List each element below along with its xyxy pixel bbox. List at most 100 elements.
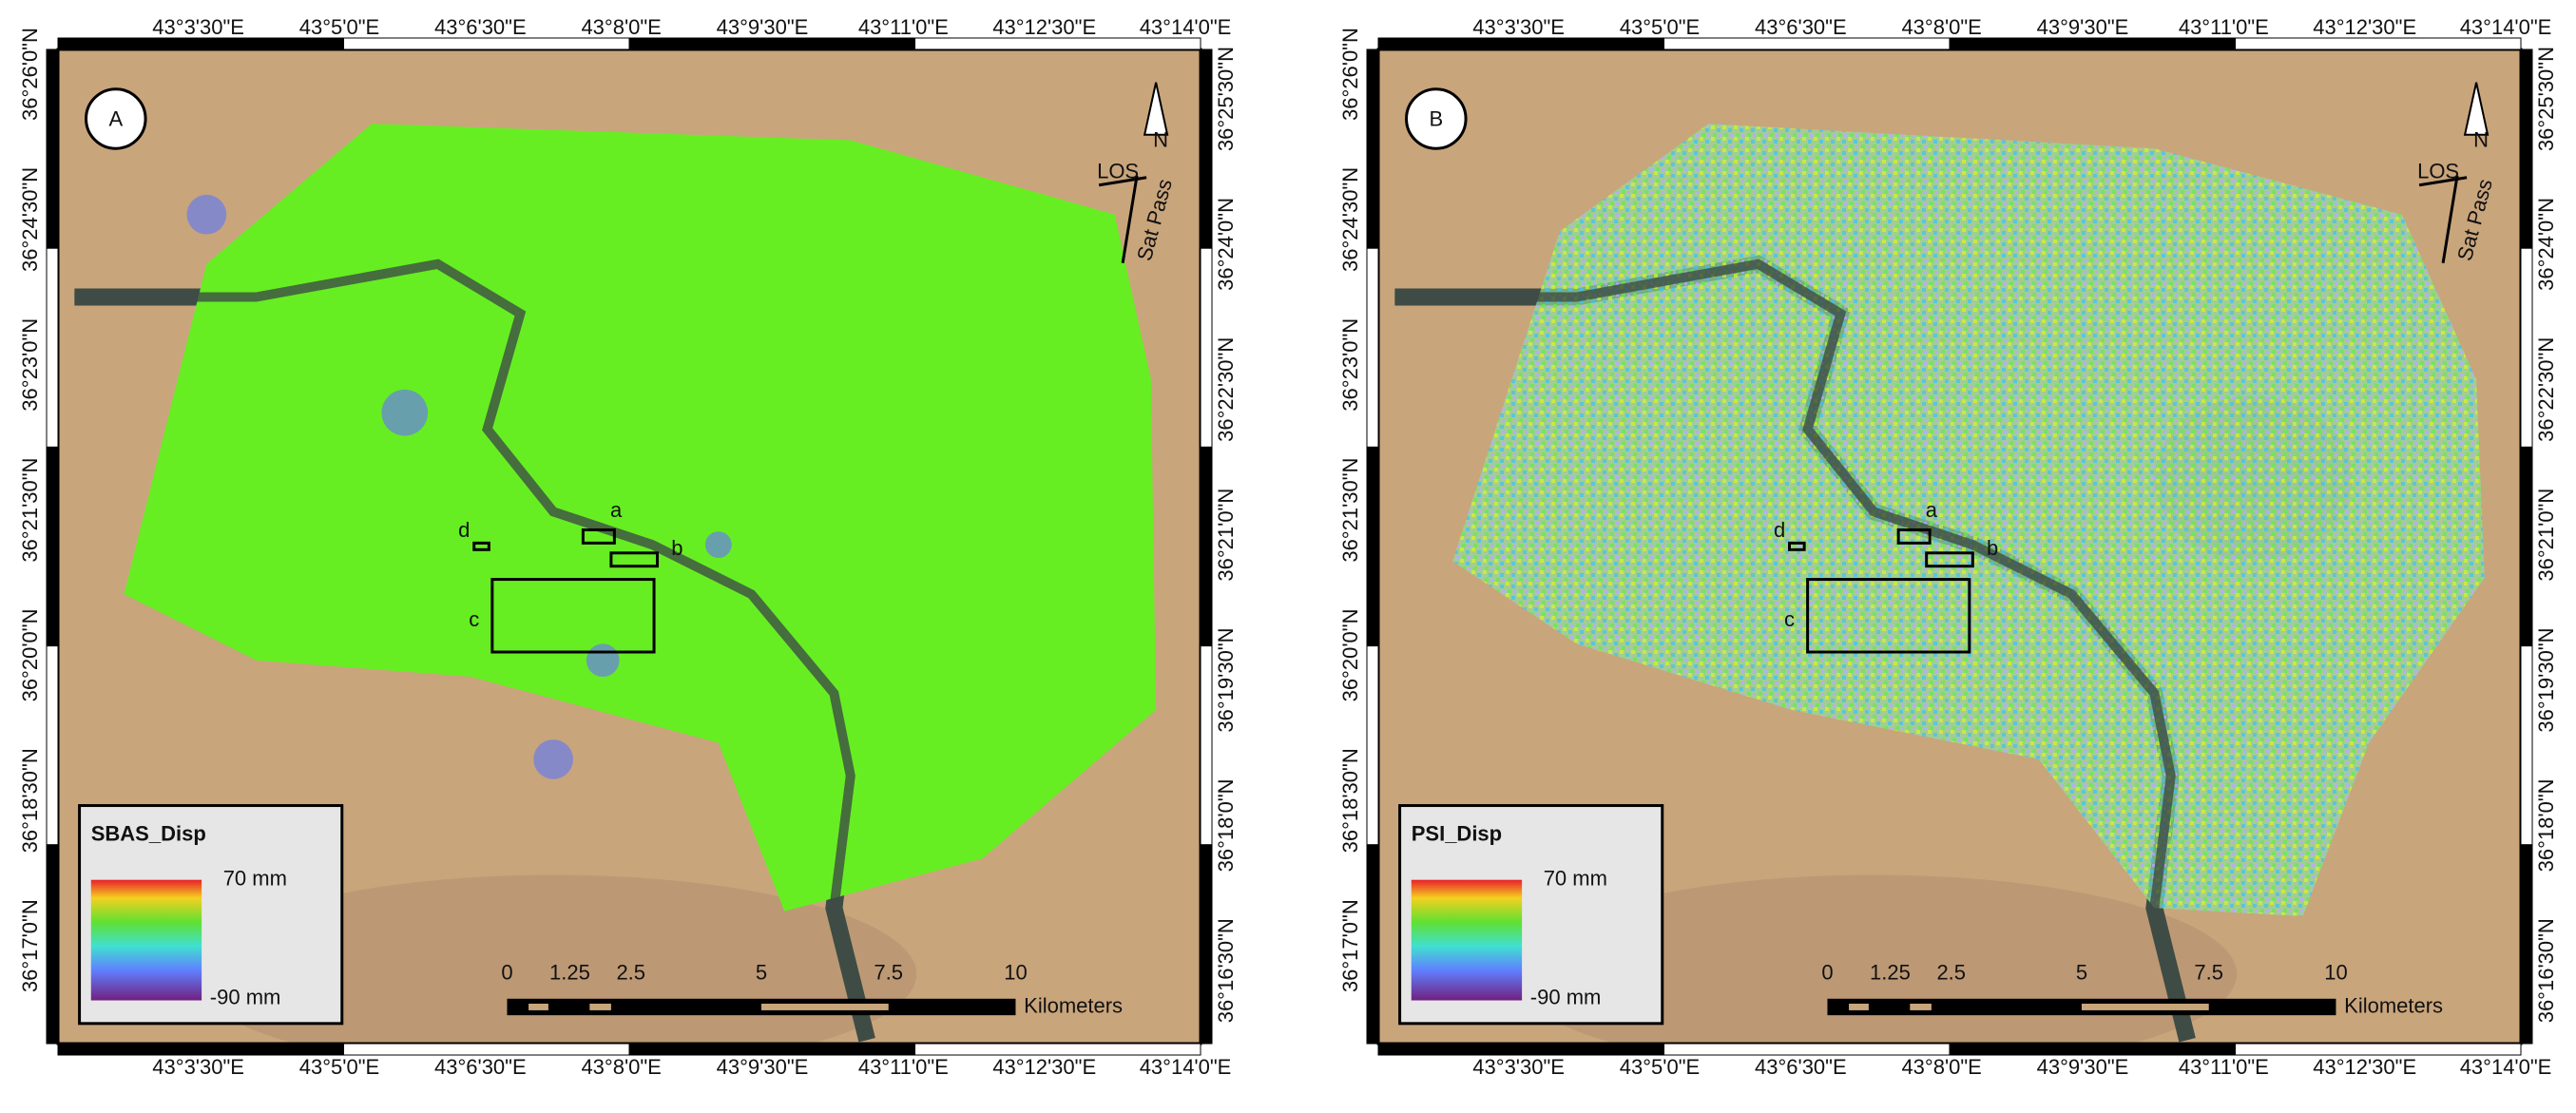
lon-label: 43°5'0"E xyxy=(299,1055,379,1079)
lon-label: 43°12'30"E xyxy=(2313,15,2416,39)
box-label: a xyxy=(1926,498,1938,522)
scale-label: 10 xyxy=(2324,961,2347,985)
study-box xyxy=(609,551,660,568)
los-arrow xyxy=(1098,176,1147,187)
lat-label: 36°21'30"N xyxy=(18,458,42,563)
lon-label: 43°11'0"E xyxy=(2179,15,2269,39)
disp-anomaly xyxy=(586,643,620,678)
lat-label: 36°21'0"N xyxy=(2534,489,2558,582)
lat-label: 36°23'0"N xyxy=(18,318,42,412)
lat-label: 36°19'30"N xyxy=(2534,627,2558,732)
disp-anomaly xyxy=(704,531,732,558)
frame-segment xyxy=(914,1043,1201,1056)
lon-label: 43°11'0"E xyxy=(858,1055,949,1079)
lon-label: 43°6'30"E xyxy=(1755,1055,1847,1079)
legend-title: SBAS_Disp xyxy=(91,822,206,846)
lat-label: 36°22'30"N xyxy=(1214,337,1238,442)
legend-min: -90 mm xyxy=(210,986,281,1009)
scale-bar-segment xyxy=(1849,1003,1869,1010)
frame-segment xyxy=(57,1043,344,1056)
scale-bar-segment xyxy=(589,1003,611,1010)
scale-label: 10 xyxy=(1004,961,1027,985)
displacement-coverage xyxy=(1452,124,2485,916)
lat-label: 36°18'0"N xyxy=(1214,778,1238,872)
lon-label: 43°8'0"E xyxy=(581,1055,661,1079)
north-arrow xyxy=(1143,82,1169,136)
box-label: c xyxy=(1784,607,1795,631)
panel-badge xyxy=(85,87,147,150)
lon-label: 43°6'30"E xyxy=(434,1055,527,1079)
lat-label: 36°17'0"N xyxy=(1338,899,1362,992)
scale-unit: Kilometers xyxy=(2344,993,2443,1017)
lat-label: 36°18'30"N xyxy=(1338,748,1362,853)
displacement-coverage xyxy=(124,124,1157,912)
lat-label: 36°20'0"N xyxy=(18,609,42,702)
lat-label: 36°25'30"N xyxy=(2534,47,2558,151)
lon-label: 43°8'0"E xyxy=(1901,1055,1981,1079)
river xyxy=(74,259,872,1042)
frame-segment xyxy=(57,37,344,50)
panel-label: B xyxy=(1429,107,1443,131)
legend-max: 70 mm xyxy=(223,867,287,891)
scale-label: 5 xyxy=(2076,961,2087,985)
scale-label: 7.5 xyxy=(2194,961,2223,985)
frame-segment xyxy=(2520,48,2533,249)
frame-segment xyxy=(46,645,59,846)
lon-label: 43°9'30"E xyxy=(2037,15,2129,39)
box-label: b xyxy=(1987,536,1998,560)
scale-bar-segment xyxy=(529,1003,548,1010)
lon-label: 43°6'30"E xyxy=(434,15,527,39)
lon-label: 43°9'30"E xyxy=(717,1055,809,1079)
scale-label: 5 xyxy=(756,961,767,985)
study-box xyxy=(581,528,616,545)
scale-bar-segment xyxy=(760,1003,889,1010)
map-panel xyxy=(1378,49,2521,1044)
frame-segment xyxy=(1366,247,1379,448)
frame-segment xyxy=(343,1043,630,1056)
frame-segment xyxy=(1366,446,1379,647)
disp-anomaly xyxy=(381,389,429,436)
frame-segment xyxy=(2520,844,2533,1045)
north-arrow xyxy=(2463,82,2489,136)
lat-label: 36°26'0"N xyxy=(1338,28,1362,121)
lon-label: 43°11'0"E xyxy=(858,15,949,39)
legend-ramp xyxy=(90,879,202,1001)
lon-label: 43°12'30"E xyxy=(2313,1055,2416,1079)
panel-label: A xyxy=(108,107,123,131)
frame-segment xyxy=(2520,446,2533,647)
scale-unit: Kilometers xyxy=(1024,993,1123,1017)
legend-max: 70 mm xyxy=(1544,867,1607,891)
frame-segment xyxy=(1663,37,1951,50)
frame-segment xyxy=(1200,446,1213,647)
frame-segment xyxy=(1366,48,1379,249)
frame-segment xyxy=(46,844,59,1045)
lon-label: 43°14'0"E xyxy=(1140,1055,1232,1079)
lon-label: 43°5'0"E xyxy=(299,15,379,39)
frame-segment xyxy=(1200,844,1213,1045)
scale-label: 0 xyxy=(501,961,512,985)
north-label: N xyxy=(1153,128,1168,152)
lon-label: 43°9'30"E xyxy=(2037,1055,2129,1079)
box-label: b xyxy=(671,536,682,560)
lat-label: 36°22'30"N xyxy=(2534,337,2558,442)
scale-bar-segment xyxy=(2081,1003,2209,1010)
lat-label: 36°20'0"N xyxy=(1338,609,1362,702)
scale-bar-segment xyxy=(1910,1003,1932,1010)
lat-label: 36°16'30"N xyxy=(1214,918,1238,1023)
lat-label: 36°23'0"N xyxy=(1338,318,1362,412)
frame-segment xyxy=(1200,48,1213,249)
lat-label: 36°17'0"N xyxy=(18,899,42,992)
lon-label: 43°5'0"E xyxy=(1620,1055,1700,1079)
legend-min: -90 mm xyxy=(1530,986,1602,1009)
frame-segment xyxy=(1377,1043,1664,1056)
study-box xyxy=(490,578,656,654)
pass-arrow xyxy=(1121,175,1139,263)
box-label: d xyxy=(458,518,470,542)
frame-segment xyxy=(2520,247,2533,448)
frame-segment xyxy=(46,446,59,647)
study-box xyxy=(472,541,490,551)
los-label: LOS xyxy=(2417,160,2459,183)
lat-label: 36°19'30"N xyxy=(1214,627,1238,732)
north-label: N xyxy=(2473,128,2489,152)
